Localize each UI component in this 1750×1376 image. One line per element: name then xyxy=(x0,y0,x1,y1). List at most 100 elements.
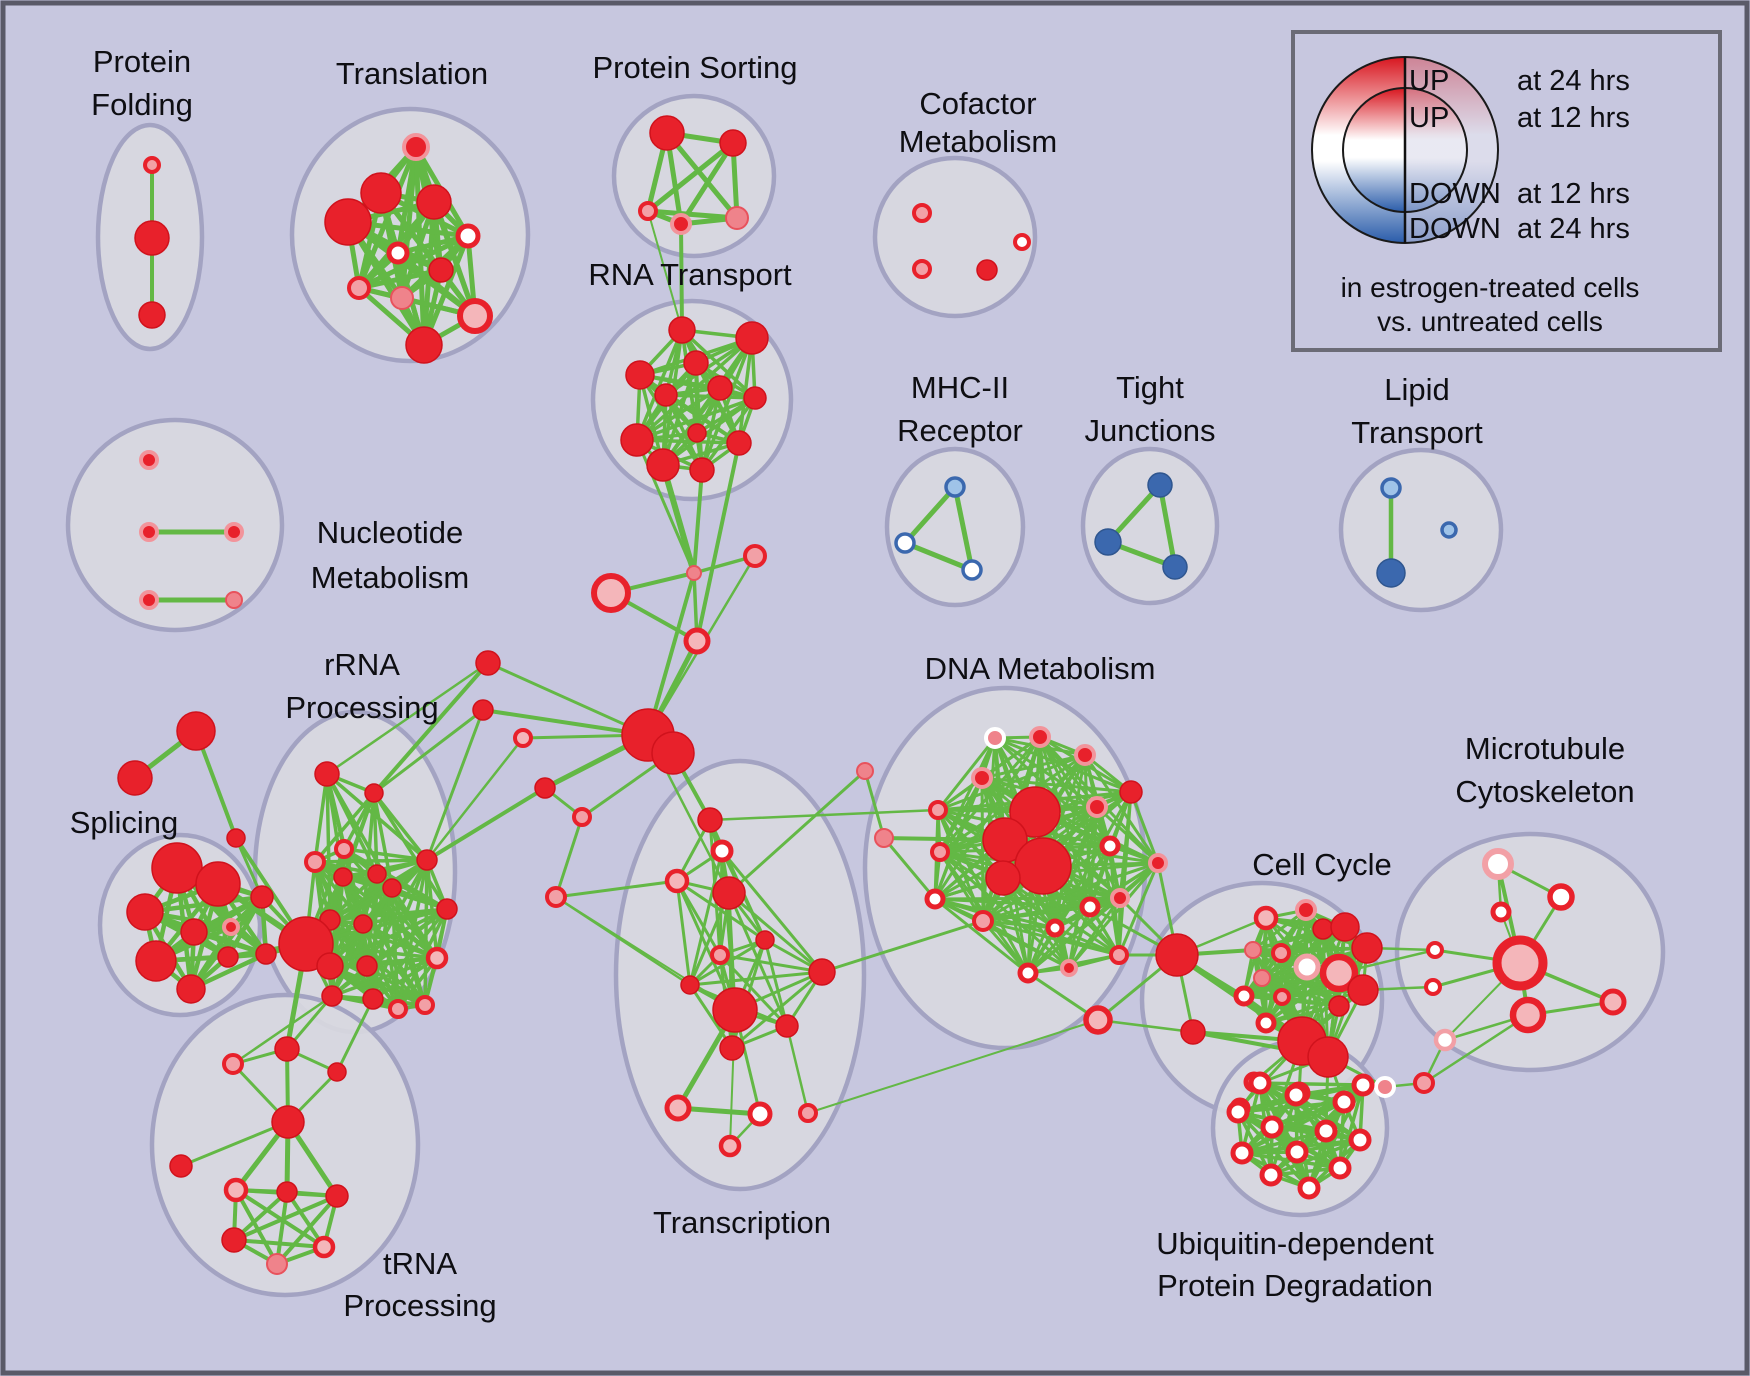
network-node xyxy=(126,893,164,931)
edge-dna-metabolism xyxy=(981,919,1071,970)
network-node xyxy=(735,321,769,355)
edge-rrna xyxy=(396,907,449,1011)
network-node xyxy=(356,955,378,977)
network-node xyxy=(143,156,161,174)
network-node xyxy=(710,839,734,863)
edge-ubiquitin xyxy=(1258,1081,1365,1087)
edge xyxy=(481,708,650,737)
network-node xyxy=(457,298,493,334)
network-node xyxy=(1086,796,1108,818)
network-node xyxy=(856,762,874,780)
edge xyxy=(695,441,741,643)
edge-rrna xyxy=(313,791,376,864)
network-node xyxy=(1328,995,1350,1017)
network-node xyxy=(1045,918,1065,938)
edge xyxy=(486,661,650,737)
network-node xyxy=(416,849,438,871)
network-node xyxy=(1162,554,1188,580)
network-node xyxy=(1119,780,1143,804)
network-node xyxy=(1293,953,1321,981)
network-node xyxy=(1226,1100,1250,1124)
edge-rrna xyxy=(328,872,379,968)
network-node xyxy=(710,945,730,965)
network-node xyxy=(1440,521,1458,539)
legend-direction-label: DOWN xyxy=(1409,178,1501,210)
network-node xyxy=(664,1094,692,1122)
network-node xyxy=(362,988,384,1010)
network-node xyxy=(316,952,344,980)
network-node xyxy=(1253,969,1271,987)
cluster-label-transcription: Transcription xyxy=(653,1205,831,1240)
legend-gradient-circle-icon xyxy=(1311,56,1499,244)
cluster-label-splicing: Splicing xyxy=(70,805,179,840)
edge xyxy=(231,994,334,1066)
cluster-label-translation: Translation xyxy=(336,56,488,91)
edge-trna-hex xyxy=(234,1188,279,1266)
network-node xyxy=(1009,786,1061,838)
network-node xyxy=(712,876,746,910)
edge-translation xyxy=(356,233,471,291)
edge-dna-metabolism xyxy=(981,861,1160,923)
network-node xyxy=(347,276,371,300)
network-node xyxy=(1297,1176,1321,1200)
cluster-label-ubiquitin-degradation: Protein Degradation xyxy=(1157,1268,1433,1303)
network-node xyxy=(360,172,402,214)
edge xyxy=(425,736,525,862)
legend-half-circle xyxy=(1343,88,1405,212)
network-node xyxy=(304,851,326,873)
network-node xyxy=(266,1253,288,1275)
network-node xyxy=(217,946,239,968)
network-node xyxy=(117,760,153,796)
edge-dna-metabolism xyxy=(980,776,1160,865)
cluster-label-lipid-transport: Lipid xyxy=(1384,372,1450,407)
network-node xyxy=(274,1036,300,1062)
network-node xyxy=(225,591,243,609)
edge xyxy=(425,786,547,862)
network-node xyxy=(1074,744,1096,766)
edge-rrna xyxy=(313,858,429,864)
network-node xyxy=(333,867,353,887)
edge-dna-metabolism xyxy=(936,753,1087,812)
network-node xyxy=(1273,988,1291,1006)
network-node xyxy=(743,544,767,568)
network-node xyxy=(513,728,533,748)
cluster-ellipse-trna-processing xyxy=(149,992,421,1298)
network-node xyxy=(707,375,733,401)
cluster-ellipse-nucleotide-metabolism xyxy=(65,417,285,633)
network-node xyxy=(924,888,946,910)
legend-footnote: vs. untreated cells xyxy=(1377,306,1603,337)
edge xyxy=(660,462,697,576)
network-node xyxy=(221,1227,247,1253)
network-node xyxy=(775,1014,799,1038)
network-node xyxy=(428,257,454,283)
network-node xyxy=(1374,1076,1396,1098)
network-node xyxy=(984,727,1006,749)
cluster-label-trna-processing: Processing xyxy=(343,1288,496,1323)
network-node xyxy=(138,301,166,329)
edge-dna-metabolism xyxy=(981,919,1057,930)
edge-rna-transport xyxy=(635,336,754,442)
edge xyxy=(692,468,704,575)
network-node xyxy=(425,946,449,970)
edge-ubiquitin xyxy=(1269,1166,1342,1177)
network-node xyxy=(686,565,702,581)
network-node xyxy=(971,767,993,789)
network-node xyxy=(169,1154,193,1178)
cluster-label-tight-junctions: Junctions xyxy=(1085,413,1216,448)
network-node xyxy=(314,761,340,787)
legend-direction-label: UP xyxy=(1409,102,1449,134)
cluster-ellipse-cofactor-metabolism xyxy=(872,155,1038,319)
network-node xyxy=(276,1181,298,1203)
legend-footnote: in estrogen-treated cells xyxy=(1341,272,1640,303)
edge-protein-sorting xyxy=(664,130,740,221)
network-node xyxy=(390,286,414,310)
edge-translation xyxy=(356,267,444,291)
legend-direction-label: UP xyxy=(1409,65,1449,97)
edge-dna-metabolism xyxy=(1129,790,1160,865)
network-node xyxy=(1284,1083,1308,1107)
legend-time-label: at 12 hrs xyxy=(1517,178,1630,210)
network-node xyxy=(472,699,494,721)
network-node xyxy=(743,386,767,410)
network-node xyxy=(1248,1071,1272,1095)
